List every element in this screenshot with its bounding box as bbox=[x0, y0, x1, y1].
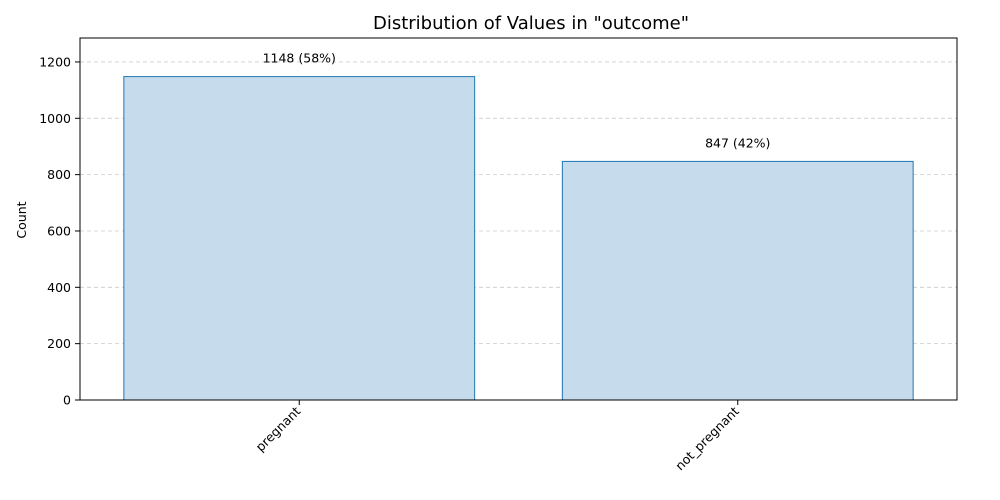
y-tick-label: 200 bbox=[47, 336, 71, 351]
y-axis-label: Count bbox=[14, 201, 29, 238]
bar-value-label: 1148 (58%) bbox=[263, 51, 336, 66]
bar-pregnant bbox=[123, 76, 476, 401]
y-tick-label: 600 bbox=[47, 223, 71, 238]
x-tick-label: pregnant bbox=[253, 403, 304, 454]
y-tick-label: 400 bbox=[47, 280, 71, 295]
x-tick-label: not_pregnant bbox=[672, 403, 742, 473]
data-labels: 1148 (58%) 847 (42%) bbox=[263, 51, 771, 151]
y-tick-label: 0 bbox=[63, 393, 71, 408]
y-tick-label: 800 bbox=[47, 167, 71, 182]
x-axis-ticks: pregnant not_pregnant bbox=[253, 400, 742, 473]
y-tick-label: 1000 bbox=[39, 111, 71, 126]
plot-frame bbox=[79, 37, 958, 401]
chart-title: Distribution of Values in "outcome" bbox=[373, 13, 689, 34]
bar-not_pregnant bbox=[561, 160, 914, 401]
y-axis-ticks: 0 200 400 600 800 1000 1200 bbox=[39, 54, 80, 408]
y-tick-label: 1200 bbox=[39, 54, 71, 69]
bar-value-label: 847 (42%) bbox=[705, 135, 770, 150]
bars bbox=[123, 76, 914, 401]
